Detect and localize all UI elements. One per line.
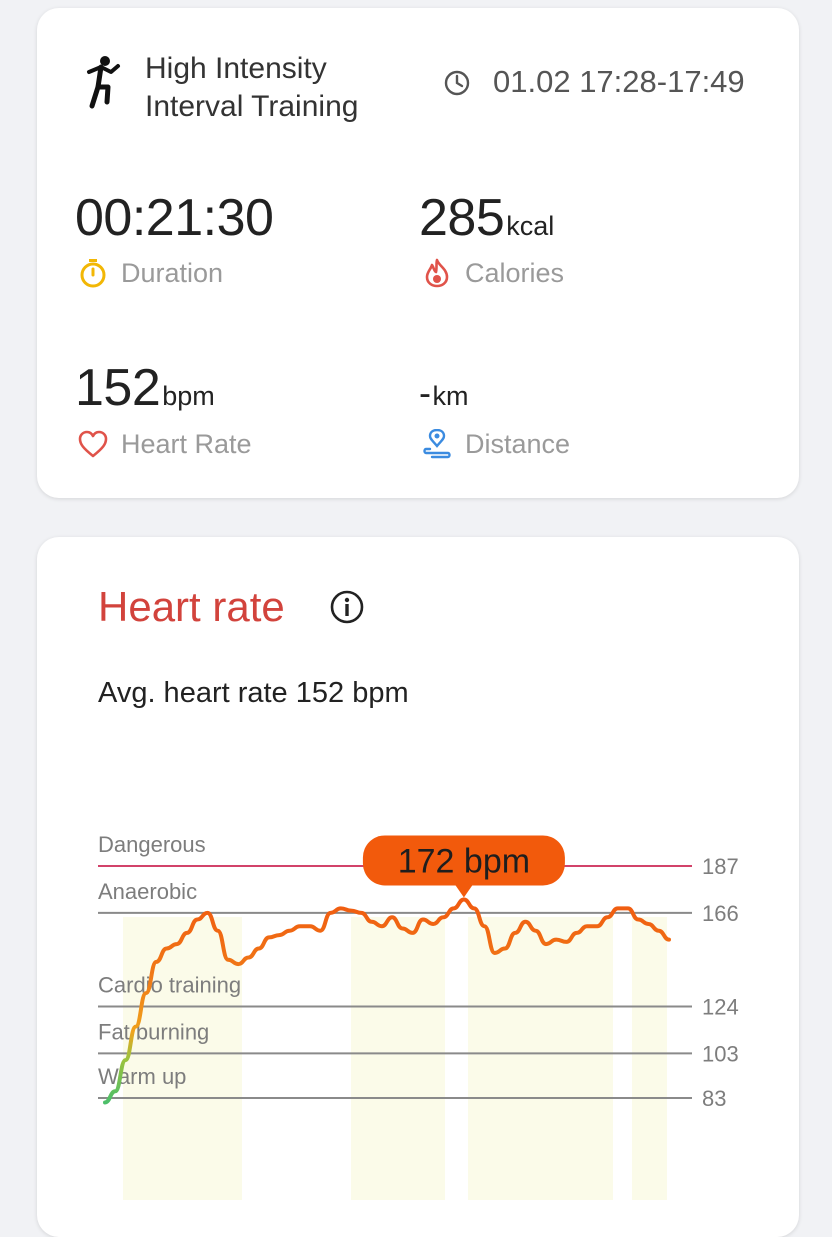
distance-value: - [419, 372, 431, 413]
heart-rate-unit: bpm [162, 381, 215, 411]
workout-title-line2: Interval Training [145, 90, 359, 123]
zone-label-cardio-training: Cardio training [98, 973, 241, 998]
calories-value: 285 [419, 189, 505, 247]
duration-metric: 00:21:30 [75, 188, 274, 248]
heart-rate-chart: Dangerous Anaerobic Cardio training Fat bur… [98, 832, 739, 1200]
distance-unit: km [432, 381, 469, 411]
workout-summary-card: High Intensity Interval Training 01.02 1… [37, 8, 799, 498]
tick-label-187: 187 [702, 854, 739, 879]
duration-label: Duration [121, 258, 224, 288]
heart-rate-metric: 152bpm [75, 358, 215, 418]
zone-label-dangerous: Dangerous [98, 832, 206, 857]
heart-rate-card: Heart rate Avg. heart rate 152 bpm Dange… [37, 537, 799, 1237]
stopwatch-icon [80, 259, 106, 288]
calories-label: Calories [465, 258, 565, 288]
chart-shaded-band [351, 917, 445, 1200]
chart-shaded-band [123, 917, 242, 1200]
heart-rate-label: Heart Rate [121, 429, 252, 459]
flame-icon [425, 258, 449, 288]
distance-metric: -km [419, 372, 469, 414]
duration-value: 00:21:30 [75, 189, 274, 247]
tick-label-166: 166 [702, 901, 739, 926]
distance-label: Distance [465, 429, 571, 459]
avg-heart-rate-text: Avg. heart rate 152 bpm [98, 677, 409, 709]
heart-rate-series-line [103, 897, 671, 1105]
calories-metric: 285kcal [419, 188, 554, 248]
peak-badge: 172 bpm [362, 835, 565, 898]
peak-badge-pointer [454, 884, 473, 898]
tick-label-83: 83 [702, 1086, 726, 1111]
zone-label-warm-up: Warm up [98, 1064, 186, 1089]
chart-shaded-band [468, 917, 613, 1200]
peak-badge-background [362, 835, 565, 886]
tick-label-124: 124 [702, 995, 739, 1020]
zone-label-anaerobic: Anaerobic [98, 879, 197, 904]
info-icon[interactable] [329, 589, 365, 625]
heart-rate-value: 152 [75, 359, 161, 417]
running-person-icon [87, 56, 120, 109]
heart-icon [78, 430, 108, 458]
tick-label-103: 103 [702, 1041, 739, 1066]
chart-shaded-band [632, 917, 667, 1200]
workout-title: High Intensity Interval Training [145, 50, 358, 126]
clock-icon [444, 70, 470, 96]
peak-label: 172 bpm [398, 842, 530, 880]
workout-title-line1: High Intensity [145, 52, 327, 85]
heart-rate-title: Heart rate [98, 583, 285, 630]
zone-label-fat-burning: Fat burning [98, 1019, 209, 1044]
workout-date-range: 01.02 17:28-17:49 [493, 64, 745, 99]
calories-unit: kcal [506, 211, 555, 241]
location-pin-icon [423, 429, 451, 459]
